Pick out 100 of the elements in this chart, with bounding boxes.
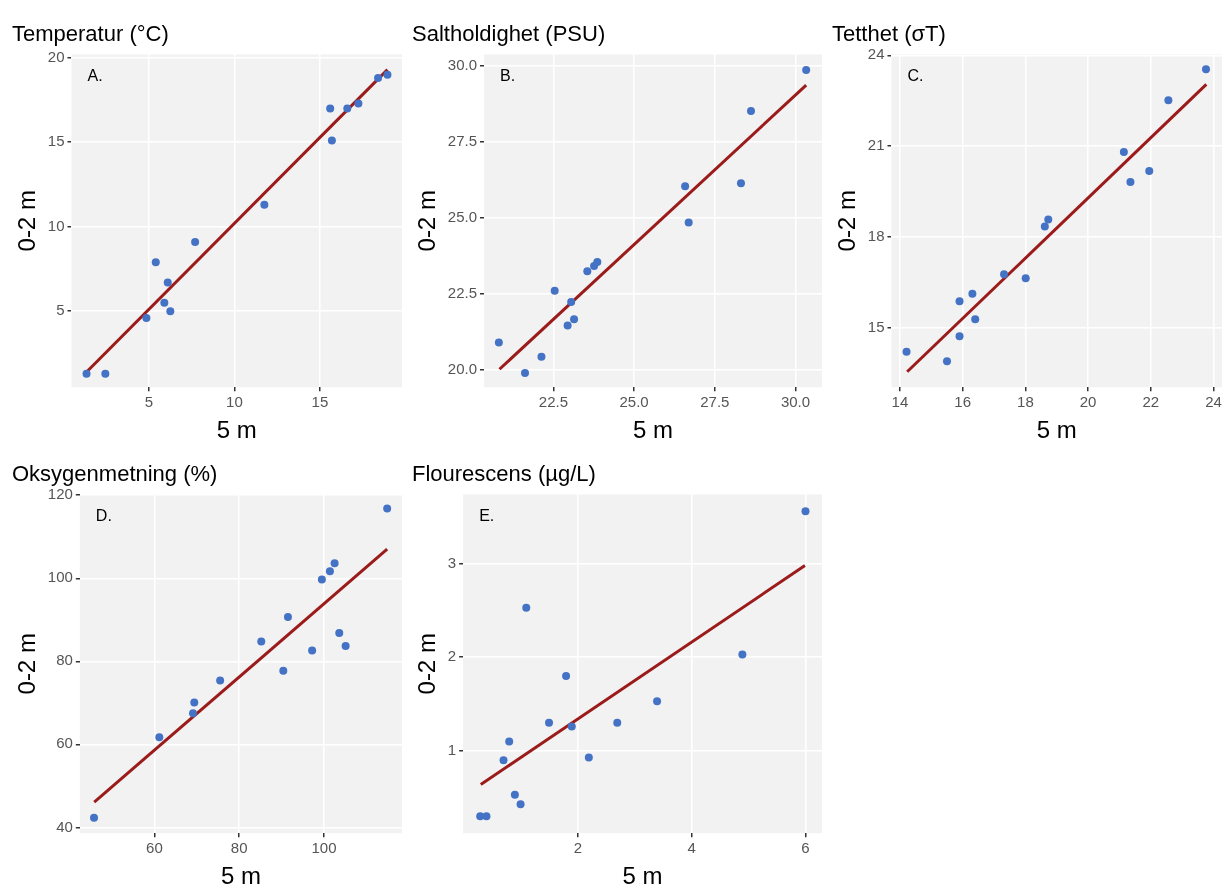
point — [902, 347, 911, 356]
chart-title: Saltholdighet (PSU) — [412, 21, 606, 47]
y-tick-label: 2 — [447, 647, 457, 665]
point — [1126, 177, 1135, 186]
point — [343, 104, 352, 113]
chart-title: Temperatur (°C) — [12, 21, 169, 47]
point — [684, 218, 693, 227]
point — [325, 567, 334, 576]
y-tick-label: 15 — [47, 132, 65, 150]
point — [279, 666, 288, 675]
y-tick-label: 80 — [56, 651, 73, 669]
chart-title: Tetthet (σT) — [832, 21, 946, 47]
point — [383, 70, 392, 79]
x-axis-title: 5 m — [1036, 416, 1077, 444]
x-axis-title: 5 m — [622, 862, 663, 890]
y-tick-label: 120 — [47, 485, 73, 503]
point — [942, 357, 951, 366]
x-tick-label: 10 — [226, 393, 243, 411]
point — [341, 641, 350, 650]
point — [510, 790, 519, 799]
y-tick-label: 100 — [47, 568, 73, 586]
point — [354, 99, 363, 108]
y-axis-title: 0-2 m — [413, 190, 441, 252]
chart-title: Oksygenmetning (%) — [12, 461, 218, 487]
annotation: B. — [499, 66, 516, 84]
point — [736, 179, 745, 188]
point — [330, 559, 339, 568]
x-tick-label: 22 — [1142, 393, 1160, 411]
y-axis-title: 0-2 m — [13, 633, 41, 695]
point — [283, 612, 292, 621]
point — [516, 800, 525, 809]
point — [570, 315, 579, 324]
annotation: D. — [95, 506, 112, 524]
point — [1202, 65, 1211, 74]
point — [317, 575, 326, 584]
y-tick-label: 22.5 — [447, 283, 477, 301]
point — [308, 646, 317, 655]
x-tick-label: 22.5 — [538, 393, 568, 411]
point — [562, 671, 571, 680]
point — [190, 698, 199, 707]
x-tick-label: 16 — [954, 393, 972, 411]
x-tick-label: 6 — [801, 839, 810, 857]
point — [383, 504, 392, 513]
y-tick-label: 1 — [447, 740, 457, 758]
y-tick-label: 25.0 — [447, 207, 477, 225]
point — [1040, 222, 1049, 231]
x-axis-title: 5 m — [220, 862, 261, 890]
y-axis-title: 0-2 m — [833, 190, 861, 252]
point — [738, 650, 747, 659]
y-tick-label: 60 — [56, 734, 73, 752]
point — [326, 104, 335, 113]
x-tick-label: 2 — [573, 839, 583, 857]
x-tick-label: 15 — [311, 393, 329, 411]
point — [166, 307, 175, 316]
point — [1119, 147, 1128, 156]
point — [955, 332, 964, 341]
y-tick-label: 3 — [447, 553, 457, 571]
point — [583, 267, 592, 276]
point — [494, 338, 503, 347]
y-tick-label: 15 — [867, 317, 885, 335]
y-axis-title: 0-2 m — [13, 190, 41, 252]
y-tick-label: 30.0 — [447, 55, 477, 73]
x-tick-label: 24 — [1205, 393, 1222, 411]
point — [1044, 215, 1053, 224]
y-tick-label: 21 — [867, 136, 885, 154]
y-tick-label: 24 — [867, 45, 885, 63]
x-tick-label: 100 — [311, 839, 337, 857]
y-tick-label: 20 — [47, 47, 65, 65]
annotation: E. — [479, 506, 495, 524]
y-tick-label: 10 — [47, 216, 65, 234]
point — [189, 709, 198, 718]
point — [142, 313, 151, 322]
point — [90, 813, 99, 822]
point — [257, 637, 266, 646]
point — [545, 718, 554, 727]
point — [1021, 274, 1030, 283]
point — [550, 286, 559, 295]
point — [101, 369, 110, 378]
y-tick-label: 18 — [867, 227, 885, 245]
point — [327, 136, 336, 145]
x-tick-label: 18 — [1017, 393, 1034, 411]
point — [82, 369, 91, 378]
point — [335, 629, 344, 638]
point — [584, 753, 593, 762]
point — [681, 182, 690, 191]
point — [520, 368, 529, 377]
point — [1145, 166, 1154, 175]
point — [476, 812, 485, 821]
y-tick-label: 27.5 — [447, 131, 477, 149]
point — [1000, 270, 1009, 279]
x-tick-label: 80 — [230, 839, 248, 857]
x-tick-label: 27.5 — [700, 393, 730, 411]
y-axis-title: 0-2 m — [413, 633, 441, 695]
point — [801, 507, 810, 516]
x-tick-label: 20 — [1079, 393, 1097, 411]
point — [653, 697, 662, 706]
x-tick-label: 14 — [891, 393, 909, 411]
point — [216, 676, 225, 685]
y-tick-label: 40 — [56, 817, 73, 835]
point — [505, 737, 514, 746]
